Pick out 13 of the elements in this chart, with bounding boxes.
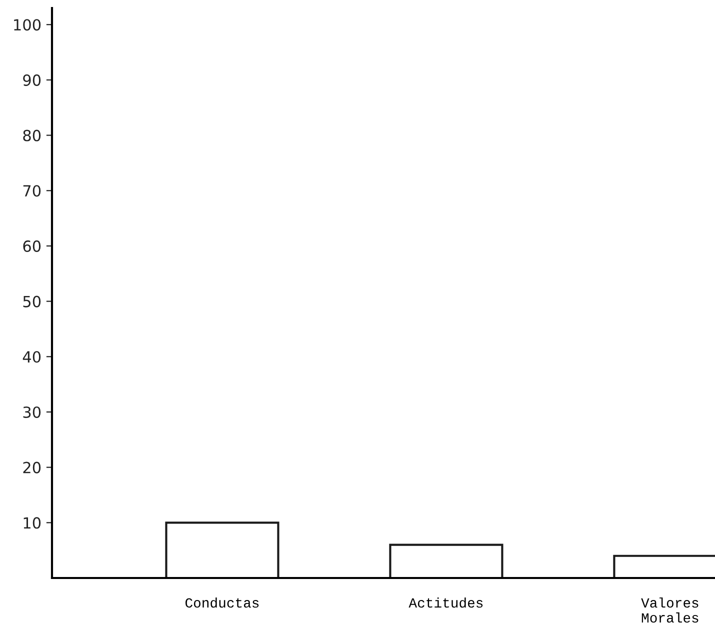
y-tick-label: 80 [23,130,41,142]
x-tick-label: Conductas [185,597,259,608]
y-tick-label: 90 [23,74,41,86]
y-tick-label: 10 [24,517,41,529]
x-tick-label: Actitudes [408,597,483,608]
y-tick-label: 40 [22,351,41,363]
y-tick-label: 50 [23,296,41,308]
x-tick-label: Valores Morales [641,597,698,623]
y-tick-label: 20 [23,462,41,474]
y-tick-label: 70 [23,185,41,197]
y-tick-label: 100 [14,19,41,31]
y-tick-label: 30 [23,406,41,418]
y-tick-label: 60 [23,240,41,252]
